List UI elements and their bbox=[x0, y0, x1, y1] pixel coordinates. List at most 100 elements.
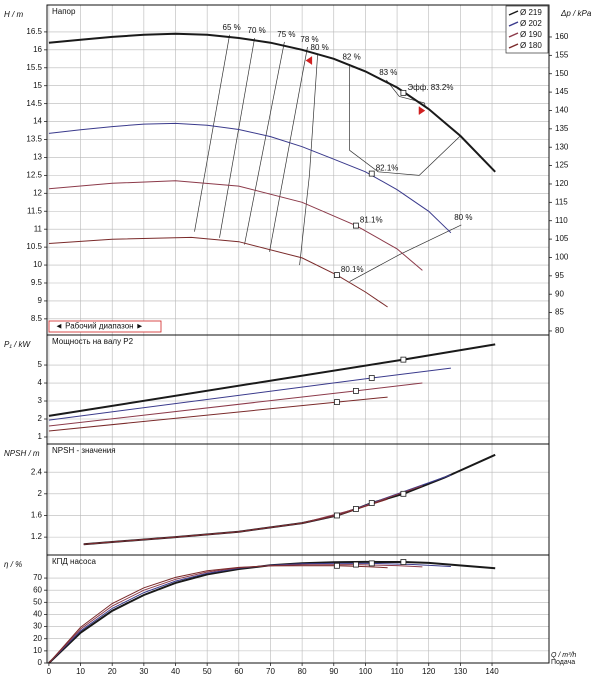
y-tick-label: 10 bbox=[33, 260, 42, 269]
x-tick-label: 130 bbox=[454, 667, 468, 676]
duty-point bbox=[368, 560, 375, 567]
efficiency-isoline bbox=[299, 54, 318, 266]
y2-tick-label: 100 bbox=[555, 253, 569, 262]
legend-label: Ø 190 bbox=[520, 30, 542, 39]
panel bbox=[47, 5, 549, 335]
duty-point bbox=[334, 512, 340, 519]
isoline-label: 75 % bbox=[277, 30, 295, 39]
y2-tick-label: 135 bbox=[555, 124, 569, 133]
y2-tick-label: 150 bbox=[555, 69, 569, 78]
y-tick-label: 1.2 bbox=[31, 532, 43, 541]
curve bbox=[83, 498, 388, 545]
legend-label: Ø 180 bbox=[520, 41, 542, 50]
isoline-label: 82 % bbox=[342, 52, 360, 61]
y-axis-title: P₁ / kW bbox=[4, 340, 32, 349]
y-tick-label: 14 bbox=[33, 117, 42, 126]
y-tick-label: 15.5 bbox=[26, 63, 42, 72]
curve bbox=[48, 236, 388, 308]
x-tick-label: 120 bbox=[422, 667, 436, 676]
panel bbox=[47, 555, 549, 663]
panel-title: Мощность на валу P2 bbox=[52, 337, 134, 346]
y2-tick-label: 160 bbox=[555, 32, 569, 41]
y-tick-label: 40 bbox=[33, 610, 42, 619]
y-tick-label: 2.4 bbox=[31, 467, 43, 476]
efficiency-isoline bbox=[194, 34, 230, 232]
efficiency-isoline bbox=[219, 37, 255, 238]
y2-tick-label: 80 bbox=[555, 326, 564, 335]
isoline-label: 70 % bbox=[248, 26, 266, 35]
y-tick-label: 1.6 bbox=[31, 511, 43, 520]
y2-tick-label: 120 bbox=[555, 179, 569, 188]
range-label: ◄ Рабочий диапазон ► bbox=[55, 322, 144, 331]
y-tick-label: 12 bbox=[33, 188, 42, 197]
x-tick-label: 140 bbox=[485, 667, 499, 676]
efficiency-isoline bbox=[349, 224, 462, 282]
panel-title: КПД насоса bbox=[52, 557, 96, 566]
y-tick-label: 3 bbox=[38, 396, 43, 405]
x-tick-label: 70 bbox=[266, 667, 275, 676]
x-tick-label: 10 bbox=[76, 667, 85, 676]
efficiency-isoline bbox=[386, 79, 426, 108]
y-tick-label: 13.5 bbox=[26, 135, 42, 144]
x-axis-note: Подача bbox=[551, 659, 575, 666]
y2-tick-label: 130 bbox=[555, 142, 569, 151]
y-axis-title: η / % bbox=[4, 560, 22, 569]
panel bbox=[47, 335, 549, 444]
legend-swatch bbox=[508, 32, 519, 38]
panel-title: Напор bbox=[52, 7, 76, 16]
y-tick-label: 9 bbox=[38, 296, 43, 305]
x-tick-label: 80 bbox=[298, 667, 307, 676]
y2-tick-label: 145 bbox=[555, 87, 569, 96]
legend-swatch bbox=[508, 43, 519, 49]
y-tick-label: 0 bbox=[38, 658, 43, 667]
y-tick-label: 8.5 bbox=[31, 314, 43, 323]
y-tick-label: 70 bbox=[33, 573, 42, 582]
y-tick-label: 4 bbox=[38, 378, 43, 387]
y-tick-label: 1 bbox=[38, 432, 43, 441]
duty-point-label: 80.1% bbox=[341, 265, 364, 274]
y-axis-title: NPSH / m bbox=[4, 449, 40, 458]
curve bbox=[48, 564, 423, 664]
y-tick-label: 10.5 bbox=[26, 242, 42, 251]
y-tick-label: 9.5 bbox=[31, 278, 43, 287]
panel-title: NPSH - значения bbox=[52, 446, 116, 455]
y-axis-title: H / m bbox=[4, 10, 23, 19]
legend-label: Ø 219 bbox=[520, 8, 542, 17]
y2-tick-label: 115 bbox=[555, 197, 568, 206]
y-tick-label: 12.5 bbox=[26, 170, 42, 179]
y-tick-label: 14.5 bbox=[26, 99, 42, 108]
duty-point bbox=[400, 89, 407, 96]
efficiency-isoline bbox=[244, 41, 285, 245]
y2-axis-title: Δp / kPa bbox=[560, 9, 592, 18]
x-tick-label: 50 bbox=[203, 667, 212, 676]
y-tick-label: 2 bbox=[38, 414, 43, 423]
y2-tick-label: 105 bbox=[555, 234, 569, 243]
y-tick-label: 50 bbox=[33, 597, 42, 606]
x-axis-title: Q / m³/h bbox=[551, 652, 576, 659]
y-tick-label: 11 bbox=[34, 224, 43, 233]
x-tick-label: 110 bbox=[391, 667, 404, 676]
curve bbox=[48, 122, 452, 234]
range-marker bbox=[419, 106, 426, 115]
range-box bbox=[48, 320, 162, 333]
y-tick-label: 20 bbox=[33, 634, 42, 643]
duty-point bbox=[353, 222, 359, 229]
panel bbox=[47, 444, 549, 555]
x-tick-label: 20 bbox=[108, 667, 117, 676]
y2-tick-label: 140 bbox=[555, 106, 569, 115]
panel-frame bbox=[46, 554, 550, 664]
legend-swatch bbox=[508, 21, 519, 27]
curve bbox=[48, 180, 423, 271]
efficiency-isoline bbox=[269, 46, 308, 252]
duty-point bbox=[368, 170, 375, 177]
duty-point bbox=[368, 375, 375, 381]
y-tick-label: 11.5 bbox=[27, 206, 43, 215]
duty-point bbox=[334, 272, 340, 278]
x-tick-label: 60 bbox=[234, 667, 243, 676]
duty-point bbox=[400, 356, 407, 363]
isoline-label: 78 % bbox=[300, 35, 318, 44]
y-tick-label: 16.5 bbox=[26, 27, 42, 36]
isoline-label: 80 % bbox=[311, 43, 329, 52]
duty-point-label: 81.1% bbox=[360, 216, 383, 225]
y2-tick-label: 90 bbox=[555, 289, 564, 298]
